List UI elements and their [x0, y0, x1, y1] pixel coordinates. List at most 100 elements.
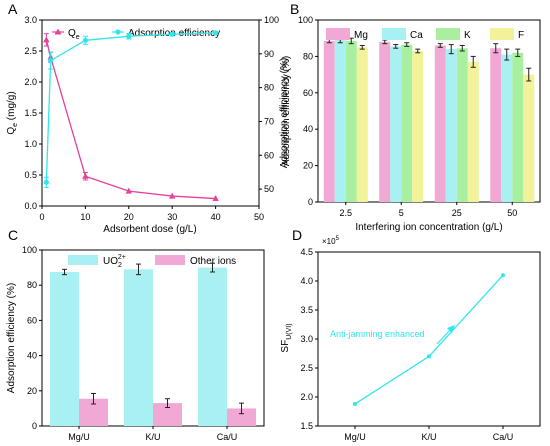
panel-d-series-line: [354, 274, 504, 405]
panel-letter-b: B: [290, 1, 299, 17]
panel-a-point-qe: [169, 192, 176, 199]
panel-c-bar: [227, 408, 256, 426]
panel-letter-c: C: [8, 227, 18, 243]
legend-marker-efficiency: [115, 29, 121, 35]
panel-d-frame: [317, 251, 541, 427]
panel-d-arrow-head: [447, 325, 455, 333]
panel-b-bar: [412, 50, 424, 202]
panel-b-category-label: 50: [507, 208, 517, 218]
panel-d-annotation: Anti-jamming enhanced: [330, 329, 425, 339]
panel-b-chart: Interfering ion concentration (g/L) Adso…: [281, 15, 541, 233]
panel-d-ytick-label: 1.5: [300, 421, 313, 431]
panel-a-point-qe: [125, 187, 132, 194]
panel-b-bar: [490, 48, 502, 203]
panel-b-xlabel: Interfering ion concentration (g/L): [355, 222, 502, 233]
panel-a-ylabel-right: Adsorption efficiency (%): [279, 58, 290, 168]
panel-a-point-qe: [212, 195, 219, 202]
legend-swatch-uo2: [68, 255, 98, 265]
legend-label-ca: Ca: [410, 30, 423, 41]
panel-a-point-efficiency: [48, 57, 54, 64]
panel-b-ylabel: Adsorption efficiency (%): [281, 56, 292, 166]
panel-a-xtick-label: 50: [254, 212, 264, 222]
panel-c-ytick-label: 100: [22, 245, 37, 255]
legend-label-qe: Qe: [68, 28, 80, 41]
panel-a-ytick-right-label: 60: [264, 150, 274, 160]
legend-swatch-f: [490, 28, 514, 40]
panel-b-ytick-label: 80: [303, 51, 313, 61]
panel-a-ytick-right-label: 100: [264, 15, 279, 25]
panel-c-bar: [198, 267, 227, 426]
panel-b-bar: [356, 47, 368, 202]
panel-a-ytick-left-label: 1.5: [24, 108, 37, 118]
panel-a-point-efficiency: [43, 179, 49, 185]
legend-swatch-ca: [382, 28, 406, 40]
panel-d-ytick-label: 4.0: [300, 276, 313, 286]
panel-b-ytick-label: 60: [303, 88, 313, 98]
panel-c-bar: [124, 269, 153, 426]
panel-a-point-efficiency: [213, 30, 219, 36]
panel-b-bar: [445, 49, 457, 203]
panel-d-ytick-label: 2.5: [300, 363, 313, 373]
panel-a-ytick-right-label: 90: [264, 49, 274, 59]
panel-d-ytick-label: 3.0: [300, 334, 313, 344]
panel-a-point-efficiency: [126, 33, 132, 39]
panel-b-category-label: 5: [399, 208, 404, 218]
panel-a-ytick-left-label: 2.0: [24, 77, 37, 87]
panel-c-legend: UO22+ Other ions: [68, 254, 236, 269]
panel-a-xtick-label: 10: [80, 212, 90, 222]
panel-b-frame: [317, 19, 541, 203]
panel-d-ytick-label: 3.5: [300, 305, 313, 315]
panel-a-series-line-0: [45, 39, 216, 200]
panel-a-frame: [41, 19, 260, 207]
panel-d-arrow-line: [436, 327, 453, 345]
panel-a-xtick-label: 0: [39, 212, 44, 222]
panel-c-bar: [50, 272, 79, 426]
panel-d-chart: ×105 SFU(VI) Anti-jamming enhanced 1.5 2.…: [280, 236, 541, 442]
panel-c-ytick-label: 80: [27, 280, 37, 290]
panel-letter-d: D: [292, 227, 302, 243]
legend-swatch-k: [436, 28, 460, 40]
panel-a-ytick-left-label: 2.5: [24, 46, 37, 56]
panel-a-ytick-left-label: 1.0: [24, 139, 37, 149]
legend-marker-qe: [54, 28, 62, 35]
panel-c-category-label: K/U: [145, 432, 160, 442]
panel-a-ylabel-left: Qe (mg/g): [6, 91, 19, 134]
panel-b-bar: [334, 40, 346, 202]
panel-c-ytick-label: 20: [27, 386, 37, 396]
panel-b-bar: [323, 40, 335, 203]
panel-a-ytick-left-label: 0.0: [24, 201, 37, 211]
panel-d-category-label: Ca/U: [493, 432, 514, 442]
panel-a-point-qe: [43, 36, 50, 43]
panel-a-xlabel: Adsorbent dose (g/L): [103, 224, 196, 235]
panel-b-bar: [434, 45, 446, 203]
panel-d-point: [353, 401, 357, 406]
panel-a-ytick-left-label: 3.0: [24, 15, 37, 25]
panel-a-xtick-label: 20: [124, 212, 134, 222]
legend-label-k: K: [464, 30, 471, 41]
panel-d-point: [501, 273, 505, 278]
panel-d-ylabel-multiplier: ×105: [322, 236, 340, 246]
panel-letter-a: A: [8, 1, 18, 17]
panel-c-category-label: Ca/U: [217, 432, 238, 442]
legend-label-f: F: [518, 30, 524, 41]
panel-a-xtick-label: 40: [211, 212, 221, 222]
panel-c-ytick-label: 40: [27, 351, 37, 361]
panel-d-category-label: Mg/U: [344, 432, 366, 442]
panel-c-ytick-label: 0: [32, 421, 37, 431]
panel-c-ytick-label: 60: [27, 315, 37, 325]
panel-a-series-line-1: [45, 32, 216, 183]
panel-a-point-efficiency: [169, 31, 175, 37]
panel-b-bar: [523, 74, 535, 202]
panel-b-category-label: 2.5: [339, 208, 352, 218]
panel-b-ytick-label: 0: [308, 197, 313, 207]
panel-a-xtick-label: 30: [167, 212, 177, 222]
panel-c-bar: [153, 403, 182, 426]
panel-d-point: [427, 354, 431, 359]
panel-b-bar: [379, 41, 391, 203]
panel-b-ytick-label: 100: [298, 15, 313, 25]
panel-d-ylabel: SFU(VI): [280, 323, 293, 352]
panel-d-category-label: K/U: [421, 432, 436, 442]
panel-a-point-qe: [82, 172, 89, 179]
legend-label-mg: Mg: [354, 30, 368, 41]
panel-a-ytick-right-label: 70: [264, 116, 274, 126]
